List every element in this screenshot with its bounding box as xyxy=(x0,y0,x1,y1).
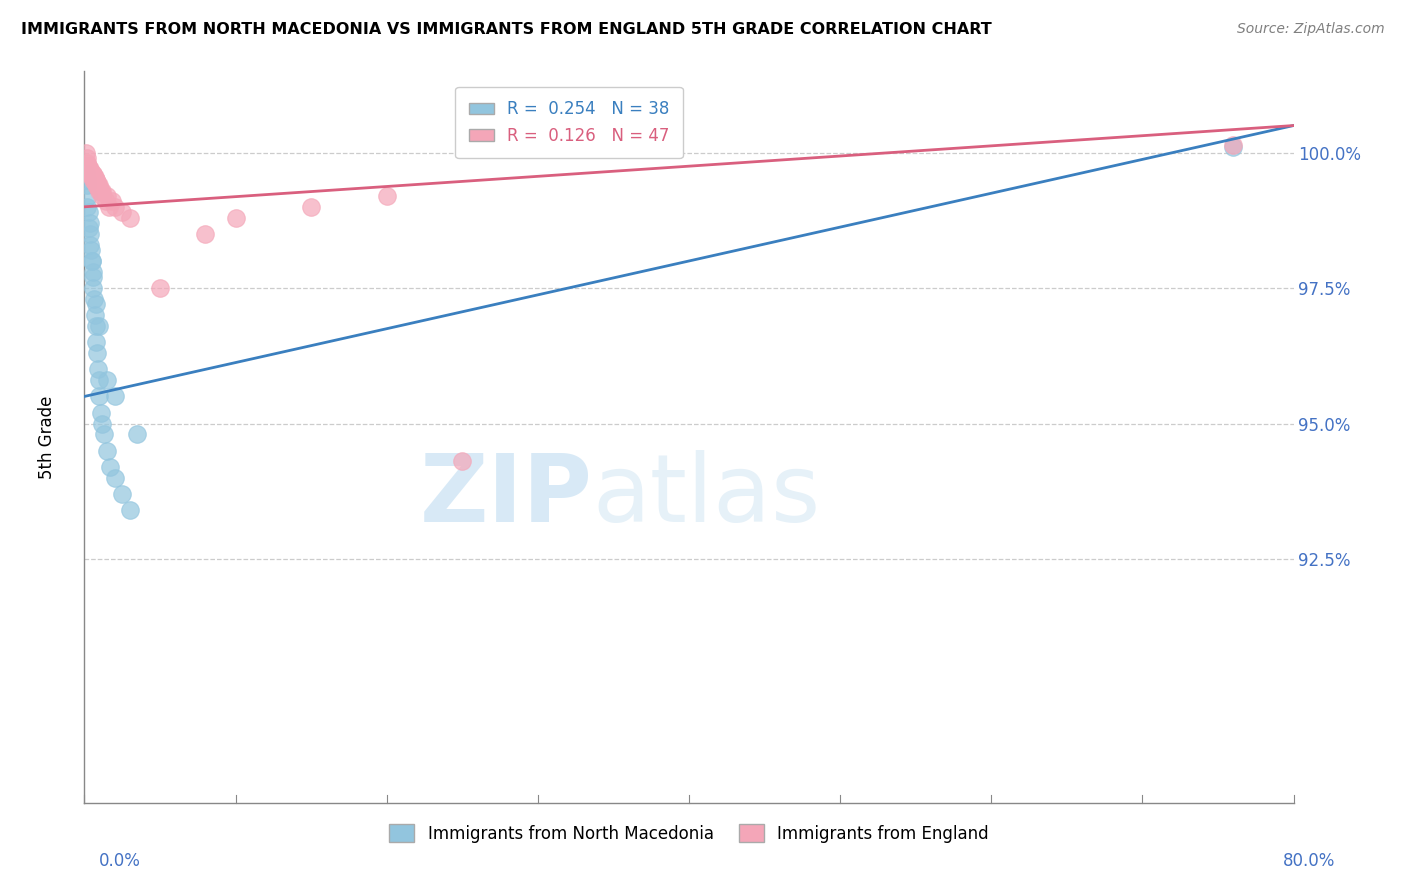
Point xyxy=(76,156,98,170)
Point xyxy=(80,167,103,181)
Point xyxy=(76,178,98,193)
Point xyxy=(86,172,108,186)
Point xyxy=(77,161,100,176)
Point xyxy=(104,200,127,214)
Point xyxy=(84,176,107,190)
Point xyxy=(80,243,103,257)
Point xyxy=(111,487,134,501)
Point xyxy=(118,211,141,225)
Point xyxy=(79,161,101,176)
Point xyxy=(86,346,108,360)
Point xyxy=(194,227,217,241)
Point xyxy=(104,389,127,403)
Point xyxy=(87,362,110,376)
Text: 5th Grade: 5th Grade xyxy=(38,395,56,479)
Point xyxy=(98,459,121,474)
Point xyxy=(225,211,247,225)
Point xyxy=(86,176,108,190)
Point xyxy=(79,167,101,181)
Point xyxy=(149,281,172,295)
Point xyxy=(82,169,104,184)
Point xyxy=(83,292,105,306)
Point xyxy=(83,169,105,184)
Point xyxy=(87,178,110,193)
Point xyxy=(80,254,103,268)
Point xyxy=(76,172,98,186)
Point xyxy=(375,189,398,203)
Legend: Immigrants from North Macedonia, Immigrants from England: Immigrants from North Macedonia, Immigra… xyxy=(382,818,995,849)
Point xyxy=(104,471,127,485)
Point xyxy=(79,227,101,241)
Point xyxy=(77,205,100,219)
Point xyxy=(84,169,107,184)
Point xyxy=(89,389,111,403)
Point xyxy=(84,318,107,333)
Point xyxy=(91,417,114,431)
Point xyxy=(80,254,103,268)
Point xyxy=(77,161,100,176)
Point xyxy=(82,167,104,181)
Text: 80.0%: 80.0% xyxy=(1284,852,1336,870)
Text: 0.0%: 0.0% xyxy=(98,852,141,870)
Point xyxy=(84,308,107,322)
Point xyxy=(1222,137,1244,152)
Point xyxy=(82,265,104,279)
Point xyxy=(86,178,108,193)
Point xyxy=(82,270,104,285)
Point xyxy=(82,172,104,186)
Point xyxy=(299,200,322,214)
Text: IMMIGRANTS FROM NORTH MACEDONIA VS IMMIGRANTS FROM ENGLAND 5TH GRADE CORRELATION: IMMIGRANTS FROM NORTH MACEDONIA VS IMMIG… xyxy=(21,22,991,37)
Text: atlas: atlas xyxy=(592,450,821,541)
Point xyxy=(77,189,100,203)
Point xyxy=(89,181,111,195)
Point xyxy=(77,159,100,173)
Point xyxy=(82,167,104,181)
Point xyxy=(76,151,98,165)
Point xyxy=(86,335,108,350)
Point xyxy=(90,406,112,420)
Point xyxy=(127,427,149,442)
Text: Source: ZipAtlas.com: Source: ZipAtlas.com xyxy=(1237,22,1385,37)
Point xyxy=(80,164,103,178)
Point xyxy=(75,145,97,160)
Point xyxy=(89,184,111,198)
Point xyxy=(80,169,103,184)
Point xyxy=(89,318,111,333)
Point xyxy=(79,164,101,178)
Point xyxy=(77,221,100,235)
Point xyxy=(96,443,118,458)
Point xyxy=(86,297,108,311)
Point xyxy=(111,205,134,219)
Point xyxy=(87,373,110,387)
Point xyxy=(93,427,115,442)
Point xyxy=(87,178,110,193)
Point xyxy=(118,503,141,517)
Point xyxy=(96,189,118,203)
Point xyxy=(87,181,110,195)
Point xyxy=(91,184,114,198)
Point xyxy=(90,184,112,198)
Point xyxy=(1222,140,1244,154)
Point xyxy=(76,200,98,214)
Point xyxy=(97,200,120,214)
Point xyxy=(96,373,118,387)
Point xyxy=(79,237,101,252)
Point xyxy=(451,454,474,468)
Point xyxy=(75,167,97,181)
Point xyxy=(91,189,114,203)
Point xyxy=(84,172,107,186)
Point xyxy=(77,159,100,173)
Point xyxy=(79,216,101,230)
Point xyxy=(82,281,104,295)
Point xyxy=(94,194,117,209)
Point xyxy=(100,194,122,209)
Point xyxy=(79,164,101,178)
Text: ZIP: ZIP xyxy=(419,450,592,541)
